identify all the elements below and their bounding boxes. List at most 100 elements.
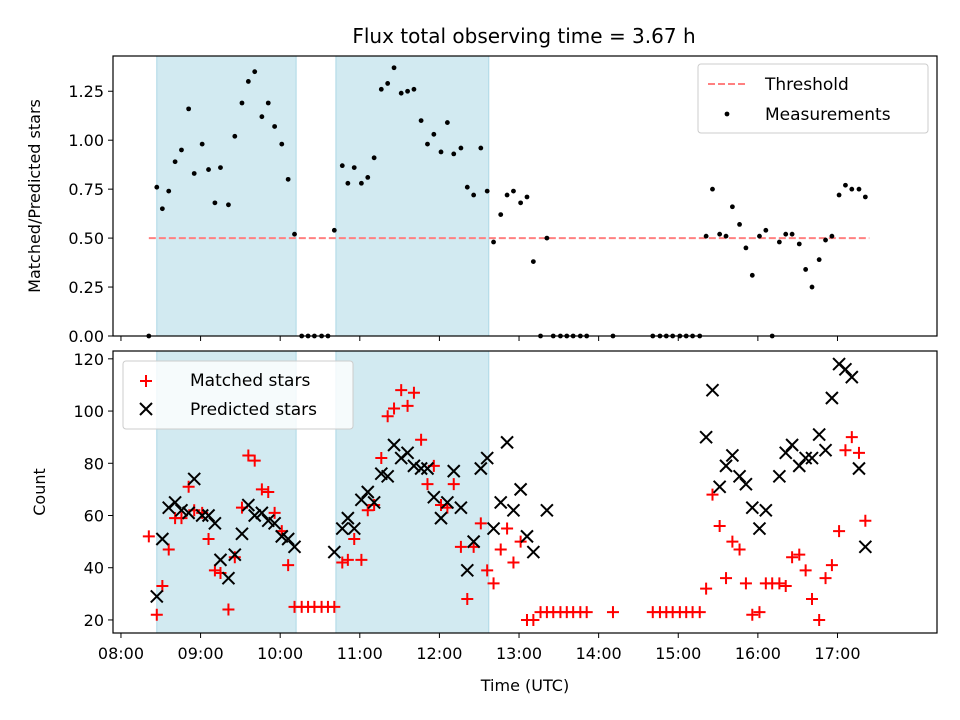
predicted-star-point [805,451,819,465]
predicted-star-point [287,540,302,554]
predicted-star-point [155,532,170,546]
measurement-point [796,241,802,247]
measurement-point [398,90,404,96]
predicted-star-point [792,459,806,473]
matched-star-point [336,556,349,569]
matched-star-point [328,600,341,613]
measurement-point [843,182,848,188]
predicted-star-point [208,516,222,531]
predicted-star-point [752,521,767,536]
measurement-point [471,192,477,198]
predicted-star-point [367,495,381,510]
matched-star-point [733,543,746,556]
predicted-star-point [267,516,282,531]
matched-star-point [693,606,706,619]
predicted-star-point [739,477,753,491]
matched-star-point [839,444,852,457]
measurement-point [518,200,524,206]
matched-star-point [481,564,494,577]
predicted-star-point [228,547,242,562]
measurement-point [809,284,815,290]
measurement-point [530,259,536,264]
predicted-star-point [852,461,866,476]
matched-star-point [793,548,806,561]
predicted-star-point [440,495,455,510]
measurement-point [829,233,835,239]
matched-star-point [786,551,799,564]
measurement-point [331,227,337,233]
matched-star-point [713,519,726,532]
matched-star-point [806,593,819,606]
predicted-star-point [248,508,262,523]
measurement-point [411,86,417,92]
legend-matched-swatch [140,375,152,387]
matched-star-point [487,577,500,590]
matched-star-point [348,533,361,545]
x-tick-label: 17:00 [814,644,860,663]
measurement-point [803,267,809,272]
chart-title: Flux total observing time = 3.67 h [352,24,695,48]
matched-star-point [361,504,374,517]
matched-star-point [407,386,420,399]
measurement-point [272,124,278,129]
matched-star-point [845,431,858,444]
predicted-star-point [520,529,534,544]
predicted-star-point [540,503,554,517]
top-legend-box [697,63,929,134]
measurement-point [464,184,470,190]
matched-star-point [268,506,281,519]
x-tick-label: 10:00 [257,644,303,663]
predicted-star-point [526,545,541,559]
measurement-point [365,174,371,180]
predicted-star-point [361,485,375,499]
predicted-star-point [719,459,733,473]
measurement-point [737,221,742,227]
matched-star-point [262,486,275,498]
matched-star-point [813,613,826,626]
matched-star-point [381,410,394,423]
x-tick-label: 12:00 [416,644,462,663]
measurement-point [438,149,444,155]
measurement-point [279,141,285,147]
bottom-shaded-interval-1 [335,350,490,634]
measurement-point [259,114,265,120]
bottom-y-tick-label: 20 [84,611,104,630]
measurement-point [371,155,377,161]
matched-star-point [150,608,163,621]
measurement-point [789,231,795,237]
predicted-star-point [785,438,799,452]
measurement-point [285,176,291,182]
matched-star-point [415,433,428,446]
matched-star-point [447,478,460,491]
measurement-point [199,141,205,147]
top-y-tick-label: 0.50 [68,229,104,248]
predicted-star-point [712,480,727,494]
matched-star-point [142,530,155,543]
predicted-star-point [201,508,216,523]
bottom-y-tick-label: 60 [84,507,104,526]
matched-star-point [501,522,514,535]
measurement-point [154,184,160,190]
predicted-star-point [513,482,528,497]
matched-star-point [507,556,520,569]
measurement-point [166,188,172,194]
predicted-star-point [845,370,859,384]
predicted-star-point [434,511,448,525]
measurement-point [226,202,231,208]
measurement-point [351,165,357,171]
predicted-star-point [241,498,256,512]
predicted-star-point [812,427,826,442]
matched-star-point [375,452,388,465]
bottom-legend: Matched stars Predicted stars [122,360,354,430]
matched-star-point [852,446,865,459]
matched-star-point [779,580,792,592]
top-y-tick-label: 1.25 [68,82,104,101]
measurement-point [431,131,437,137]
matched-star-point [355,553,368,566]
measurement-point [172,159,178,165]
predicted-star-point [779,446,793,460]
legend-predicted-swatch [139,402,153,416]
measurement-point [498,212,504,218]
matched-star-point [825,559,838,572]
matched-star-point [401,399,414,412]
